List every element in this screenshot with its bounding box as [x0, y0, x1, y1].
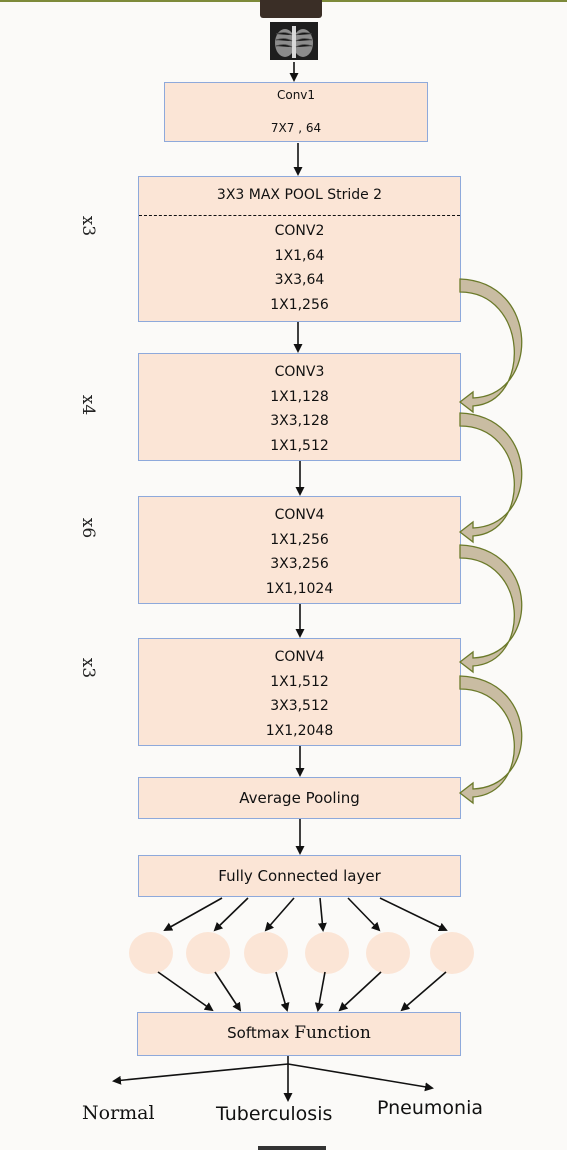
conv3-label: CONV3: [274, 364, 325, 380]
conv2-label: CONV2: [274, 223, 325, 239]
average-pooling-box: Average Pooling: [138, 777, 461, 819]
skip-connection-arrow: [458, 675, 523, 805]
conv3-block: CONV3 1X1,128 3X3,128 1X1,512: [138, 353, 461, 461]
conv5-layer: 1X1,2048: [265, 722, 334, 739]
conv3-layer: 1X1,512: [270, 437, 329, 454]
conv4-block: CONV4 1X1,256 3X3,256 1X1,1024: [138, 496, 461, 604]
conv2-layer: 3X3,64: [274, 272, 325, 288]
neuron-to-softmax-arrow: [157, 971, 214, 1012]
neuron-to-softmax-arrow: [214, 971, 242, 1012]
conv1-name: Conv1: [276, 88, 316, 102]
neuron-to-softmax-arrow: [338, 971, 382, 1012]
conv5-block: CONV4 1X1,512 3X3,512 1X1,2048: [138, 638, 461, 746]
conv5-layer: 1X1,512: [270, 673, 329, 690]
conv5-layer: 3X3,512: [270, 698, 329, 714]
neuron-to-softmax-arrow: [400, 971, 447, 1012]
chest-xray-icon: [270, 22, 318, 60]
skip-connection-arrow: [458, 544, 523, 674]
neuron-node: [366, 932, 410, 974]
neuron-to-softmax-arrow: [275, 971, 290, 1012]
neuron-node: [244, 932, 288, 974]
neuron-to-softmax-arrow: [314, 971, 326, 1012]
fc-to-neuron-arrow: [317, 897, 327, 932]
conv4-layer: 3X3,256: [270, 556, 329, 572]
fully-connected-box: Fully Connected layer: [138, 855, 461, 897]
conv4-layer: 1X1,1024: [265, 580, 334, 597]
output-arrow: [112, 1063, 289, 1085]
fc-to-neuron-arrow: [347, 897, 381, 932]
conv4-layer: 1X1,256: [270, 531, 329, 548]
neuron-node: [305, 932, 349, 974]
conv4-label: CONV4: [274, 507, 325, 523]
conv2-block: 3X3 MAX POOL Stride 2 CONV2 1X1,64 3X3,6…: [138, 176, 461, 322]
conv5-label: CONV4: [274, 649, 325, 665]
conv2-layer: 1X1,64: [274, 247, 325, 264]
output-label: Tuberculosis: [216, 1103, 333, 1125]
function-word: Function: [294, 1023, 371, 1043]
skip-connection-arrow: [458, 278, 523, 414]
conv3-layer: 3X3,128: [270, 413, 329, 429]
softmax-word: Softmax: [227, 1024, 290, 1042]
bottom-tab: [258, 1146, 326, 1150]
skip-connection-arrow: [458, 412, 523, 544]
output-label: Pneumonia: [377, 1097, 483, 1119]
output-label: Normal: [82, 1102, 155, 1124]
neuron-node: [129, 932, 173, 974]
neuron-node: [430, 932, 474, 974]
conv3-layer: 1X1,128: [270, 388, 329, 405]
fc-to-neuron-arrow: [213, 897, 249, 932]
fc-to-neuron-arrow: [264, 897, 295, 932]
conv1-box: Conv1 7X7 , 64: [164, 82, 428, 142]
block-divider: [139, 215, 460, 216]
conv1-spec: 7X7 , 64: [270, 121, 322, 135]
neuron-node: [186, 932, 230, 974]
top-tab: [260, 0, 322, 18]
fc-to-neuron-arrow: [163, 897, 223, 931]
conv2-layer: 1X1,256: [270, 296, 329, 313]
output-arrow: [287, 1063, 434, 1092]
fc-to-neuron-arrow: [379, 897, 448, 931]
softmax-box: Softmax Function: [137, 1012, 461, 1056]
maxpool-label: 3X3 MAX POOL Stride 2: [216, 187, 383, 203]
